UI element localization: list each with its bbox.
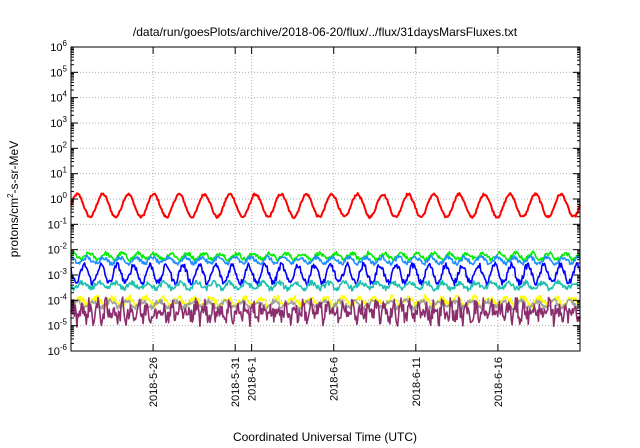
y-tick-label: 10-2: [48, 242, 68, 257]
y-tick-label: 10-3: [48, 267, 68, 282]
y-tick-label: 101: [50, 166, 67, 181]
series-layer: [70, 192, 581, 328]
series-line: [70, 279, 581, 292]
x-tick-label: 2018-6-6: [329, 357, 341, 401]
series-line: [70, 261, 581, 287]
series-line: [70, 254, 581, 267]
y-tick-label: 105: [50, 64, 67, 79]
x-tick-label: 2018-6-16: [493, 357, 505, 407]
x-tick-label: 2018-6-11: [411, 357, 423, 406]
y-axis-label: protons/cm2-s-sr-MeV: [6, 141, 21, 257]
series-line: [70, 192, 581, 220]
x-axis-label: Coordinated Universal Time (UTC): [233, 430, 417, 444]
x-tick-label: 2018-6-1: [247, 357, 259, 401]
y-tick-label: 104: [50, 90, 67, 105]
x-tick-label: 2018-5-31: [230, 357, 242, 407]
x-tick-label: 2018-5-26: [148, 357, 160, 407]
y-tick-label: 10-1: [48, 216, 68, 231]
series-line: [70, 296, 581, 328]
y-tick-label: 102: [50, 140, 67, 155]
y-tick-label: 10-4: [48, 292, 68, 307]
y-tick-label: 103: [50, 115, 67, 130]
y-tick-label: 100: [50, 191, 67, 206]
y-tick-label: 10-5: [48, 318, 68, 333]
y-tick-label: 10-6: [48, 343, 68, 358]
chart-title: /data/run/goesPlots/archive/2018-06-20/f…: [133, 25, 518, 39]
series-line: [70, 297, 581, 311]
y-tick-label: 106: [50, 39, 67, 54]
x-axis: 2018-5-26 2018-5-31 2018-6-1 2018-6-6 2018-6…: [148, 47, 505, 407]
y-axis: 10-6 10-5 10-4 10-3 10-2 10-1 100 101 102 103 104 1…: [48, 39, 580, 358]
grid-lines: [71, 47, 580, 351]
